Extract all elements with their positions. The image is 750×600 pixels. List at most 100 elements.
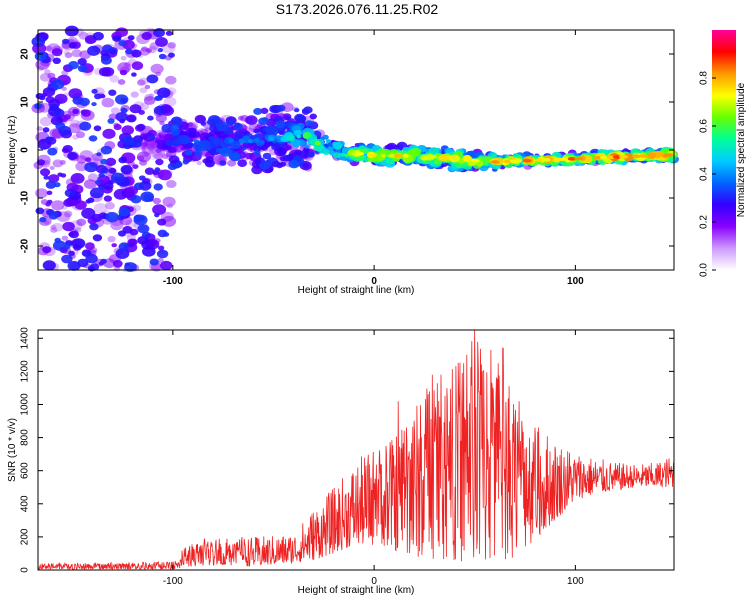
spectrogram-cell [253,107,263,115]
spectrogram-cell [276,135,282,140]
spectrogram-cell [186,143,193,149]
spectrogram-cell [118,242,130,251]
snr-marks [37,329,675,571]
spectrogram-cell [100,258,107,264]
spectrogram-cell [170,124,179,132]
spectrogram-cell [59,160,66,165]
spectrogram-cell [45,136,54,143]
spectrogram-cell [154,152,164,160]
spectrogram-cell [68,250,75,256]
x-tick-label: 100 [567,276,584,287]
spectrogram-cell [68,123,82,134]
spectrogram-marks [31,25,679,273]
spectrogram-cell [64,244,71,250]
spectrogram-cell [45,180,57,189]
spectrogram-cell [118,230,126,237]
spectrogram-cell [361,148,369,154]
spectrogram-cell [51,200,65,211]
spectrogram-cell [623,153,634,162]
spectrogram-cell [71,238,86,249]
spectrogram-cell [287,135,296,142]
spectrogram-cell [85,199,92,204]
spectrogram-cell [130,195,142,204]
spectrogram-cell [100,167,109,174]
spectrogram-cell [160,260,173,271]
spectrogram-cell [68,88,83,99]
colorbar: 0.0 0.2 0.4 0.6 0.8 Normalized spectral ampl… [699,30,747,277]
spectrogram-cell [122,136,134,146]
spectrogram-cell [62,221,75,232]
spectrogram-cell [102,128,116,139]
spectrogram-cell [167,42,176,49]
spectrogram-cell [162,196,176,207]
spectrogram-cell [51,48,63,57]
spectrogram-cell [34,51,47,61]
y-tick-label: -20 [20,238,31,253]
spectrogram-cell [177,134,190,145]
spectrogram-cell [215,121,229,132]
spectrogram-cell [322,134,329,140]
spectrogram-cell [67,151,78,161]
spectrogram-cell [219,146,233,157]
spectrogram-cell [103,195,112,202]
colorbar-tick-label: 0.2 [699,215,710,229]
spectrogram-cell [109,75,120,83]
spectrogram-cell [50,227,58,233]
colorbar-tick-label: 0.4 [699,167,710,181]
spectrogram-cell [301,108,309,114]
y-tick-label: 1400 [20,327,31,350]
spectrogram-cell [325,139,332,144]
spectrogram-cell [304,144,310,149]
spectrogram-cell [46,190,53,195]
spectrogram-cell [403,153,409,158]
spectrogram-cell [69,230,79,239]
spectrogram-cell [271,143,281,151]
spectrogram-cell [285,145,292,150]
colorbar-tick-label: 0.0 [699,263,710,277]
spectrogram-cell [81,207,96,219]
x-tick-label: 100 [567,576,584,587]
spectrogram-cell [219,160,226,165]
spectrogram-cell [112,35,122,42]
spectrogram-cell [39,116,53,127]
spectrogram-cell [259,160,271,170]
spectrogram-xlabel: Height of straight line (km) [298,285,415,296]
spectrogram-cell [136,123,146,131]
spectrogram-cell [111,243,117,248]
spectrogram-cell [115,248,130,259]
spectrogram-cell [262,152,272,160]
spectrogram-core [368,153,377,158]
spectrogram-cell [49,165,55,170]
spectrogram-cell [253,137,260,143]
spectrogram-cell [143,193,154,202]
spectrogram-cell [47,199,53,204]
snr-series-line [37,329,675,571]
spectrogram-cell [184,149,193,156]
spectrogram-core [612,155,622,159]
y-tick-label: 1200 [20,360,31,383]
spectrogram-cell [61,235,69,241]
spectrogram-cell [265,118,277,127]
spectrogram-cell [47,147,58,156]
spectrogram-cell [234,130,246,139]
spectrogram-cell [68,42,77,49]
spectrogram-cell [150,63,164,74]
spectrogram-cell [61,38,70,45]
spectrogram-cell [147,115,154,121]
spectrogram-cell [52,57,61,64]
spectrogram-cell [68,60,79,70]
spectrogram-cell [131,72,137,77]
spectrogram-core [490,160,500,164]
spectrogram-cell [293,129,303,137]
spectrogram-cell [294,108,300,113]
colorbar-tick-label: 0.8 [699,71,710,85]
spectrogram-cell [253,145,262,152]
spectrogram-cell [172,118,183,127]
spectrogram-cell [152,204,167,216]
y-tick-label: 10 [20,96,31,108]
spectrogram-cell [126,114,137,123]
spectrogram-cell [83,179,97,190]
